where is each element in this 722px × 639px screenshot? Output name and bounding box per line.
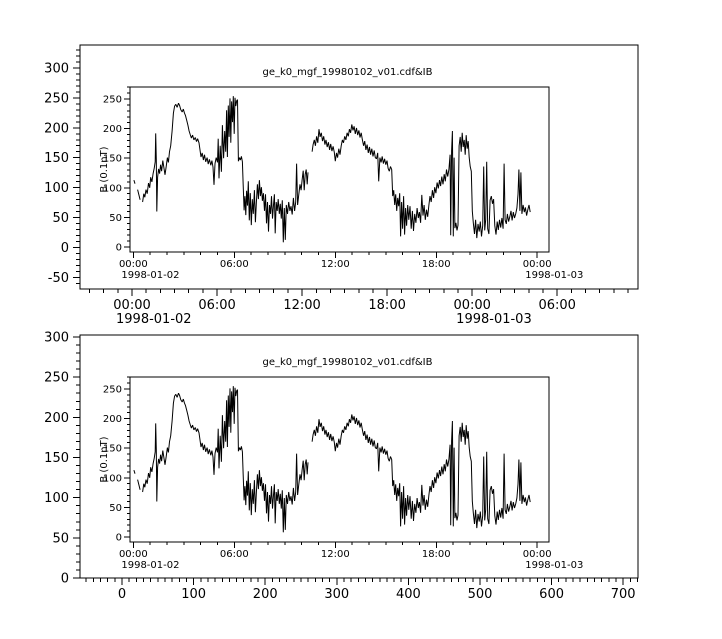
outer-y-tick-label: 200 (44, 411, 69, 426)
inner-y-tick-label: 0 (116, 243, 122, 254)
outer-axes-frame (79, 334, 639, 579)
outer-x-date-label: 1998-01-02 (116, 312, 192, 327)
inner-y-tick-label: 50 (109, 503, 122, 514)
panel-top: -50 0 50 100 150 200 250 300 00:00 06:00 12:00 18:0… (44, 44, 639, 327)
inner-x-tick-label: 12:00 (321, 259, 350, 270)
outer-y-tick-label: 100 (44, 491, 69, 506)
outer-x-tick-label: 500 (468, 587, 493, 602)
inner-y-axis-title: B (0.1nT) (99, 436, 110, 482)
outer-x-tick-label: 400 (396, 587, 421, 602)
inner-y-tick-label: 150 (103, 154, 122, 165)
outer-x-tick-label: 0 (118, 587, 126, 602)
outer-y-axis: 0 50 100 150 200 250 300 (44, 331, 80, 587)
inner-x-tick-label: 06:00 (220, 549, 249, 560)
outer-x-tick-label: 00:00 (453, 298, 490, 313)
outer-x-tick-label: 600 (539, 587, 564, 602)
inner-x-tick-label: 12:00 (321, 549, 350, 560)
outer-y-tick-label: 100 (44, 181, 69, 196)
outer-y-tick-label: 50 (52, 211, 69, 226)
outer-y-axis: -50 0 50 100 150 200 250 300 (44, 49, 80, 286)
inner-y-tick-label: 0 (116, 533, 122, 544)
inner-y-tick-label: 200 (103, 414, 122, 425)
outer-y-tick-label: 250 (44, 91, 69, 106)
inner-x-tick-label: 06:00 (220, 259, 249, 270)
outer-x-tick-label: 18:00 (368, 298, 405, 313)
inner-y-axis: 0 50 100 150 200 250 (103, 376, 130, 544)
outer-x-tick-label: 06:00 (538, 298, 575, 313)
outer-x-axis: 00:00 06:00 12:00 18:00 00:00 06:00 1998-01-02… (88, 289, 629, 327)
outer-y-tick-label: 150 (44, 151, 69, 166)
outer-x-tick-label: 200 (253, 587, 278, 602)
inner-y-tick-label: 250 (103, 95, 122, 106)
inner-x-tick-label: 00:00 (523, 259, 552, 270)
outer-x-tick-label: 06:00 (198, 298, 235, 313)
inner-x-tick-label: 00:00 (119, 549, 148, 560)
outer-y-tick-label: 300 (44, 331, 69, 346)
inner-x-tick-label: 00:00 (523, 549, 552, 560)
inner-x-date-label: 1998-01-02 (121, 560, 179, 571)
outer-x-tick-label: 100 (181, 587, 206, 602)
outer-y-tick-label: 150 (44, 451, 69, 466)
inner-axes-frame (129, 376, 550, 543)
outer-x-tick-label: 00:00 (113, 298, 150, 313)
inner-x-tick-label: 18:00 (422, 259, 451, 270)
inner-axes-frame (129, 86, 550, 253)
outer-x-tick-label: 12:00 (283, 298, 320, 313)
inner-plot-title: ge_k0_mgf_19980102_v01.cdf&IB (263, 67, 433, 78)
inner-y-tick-label: 250 (103, 385, 122, 396)
inner-x-date-label: 1998-01-03 (525, 270, 583, 281)
outer-y-tick-label: 250 (44, 371, 69, 386)
inner-y-axis: 0 50 100 150 200 250 (103, 86, 130, 254)
data-series-line (133, 386, 531, 533)
outer-x-date-label: 1998-01-03 (456, 312, 532, 327)
outer-y-tick-label: 0 (61, 241, 69, 256)
inner-y-tick-label: 150 (103, 444, 122, 455)
outer-x-tick-label: 300 (324, 587, 349, 602)
inner-y-axis-title: B (0.1nT) (99, 146, 110, 192)
inner-y-tick-label: 200 (103, 124, 122, 135)
inner-plot-title: ge_k0_mgf_19980102_v01.cdf&IB (263, 357, 433, 368)
inner-x-tick-label: 00:00 (119, 259, 148, 270)
inner-y-tick-label: 50 (109, 213, 122, 224)
inner-y-tick-label: 100 (103, 473, 122, 484)
outer-y-tick-label: 300 (44, 62, 69, 77)
outer-x-tick-label: 700 (611, 587, 636, 602)
inner-y-tick-label: 100 (103, 183, 122, 194)
inner-x-tick-label: 18:00 (422, 549, 451, 560)
inner-x-date-label: 1998-01-03 (525, 560, 583, 571)
outer-y-tick-label: -50 (48, 271, 69, 286)
outer-y-tick-label: 200 (44, 121, 69, 136)
inner-x-date-label: 1998-01-02 (121, 270, 179, 281)
outer-y-tick-label: 50 (52, 531, 69, 546)
outer-x-axis: 0 100 200 300 400 500 600 700 (85, 578, 638, 602)
data-series-line (133, 96, 531, 243)
outer-y-tick-label: 0 (61, 572, 69, 587)
